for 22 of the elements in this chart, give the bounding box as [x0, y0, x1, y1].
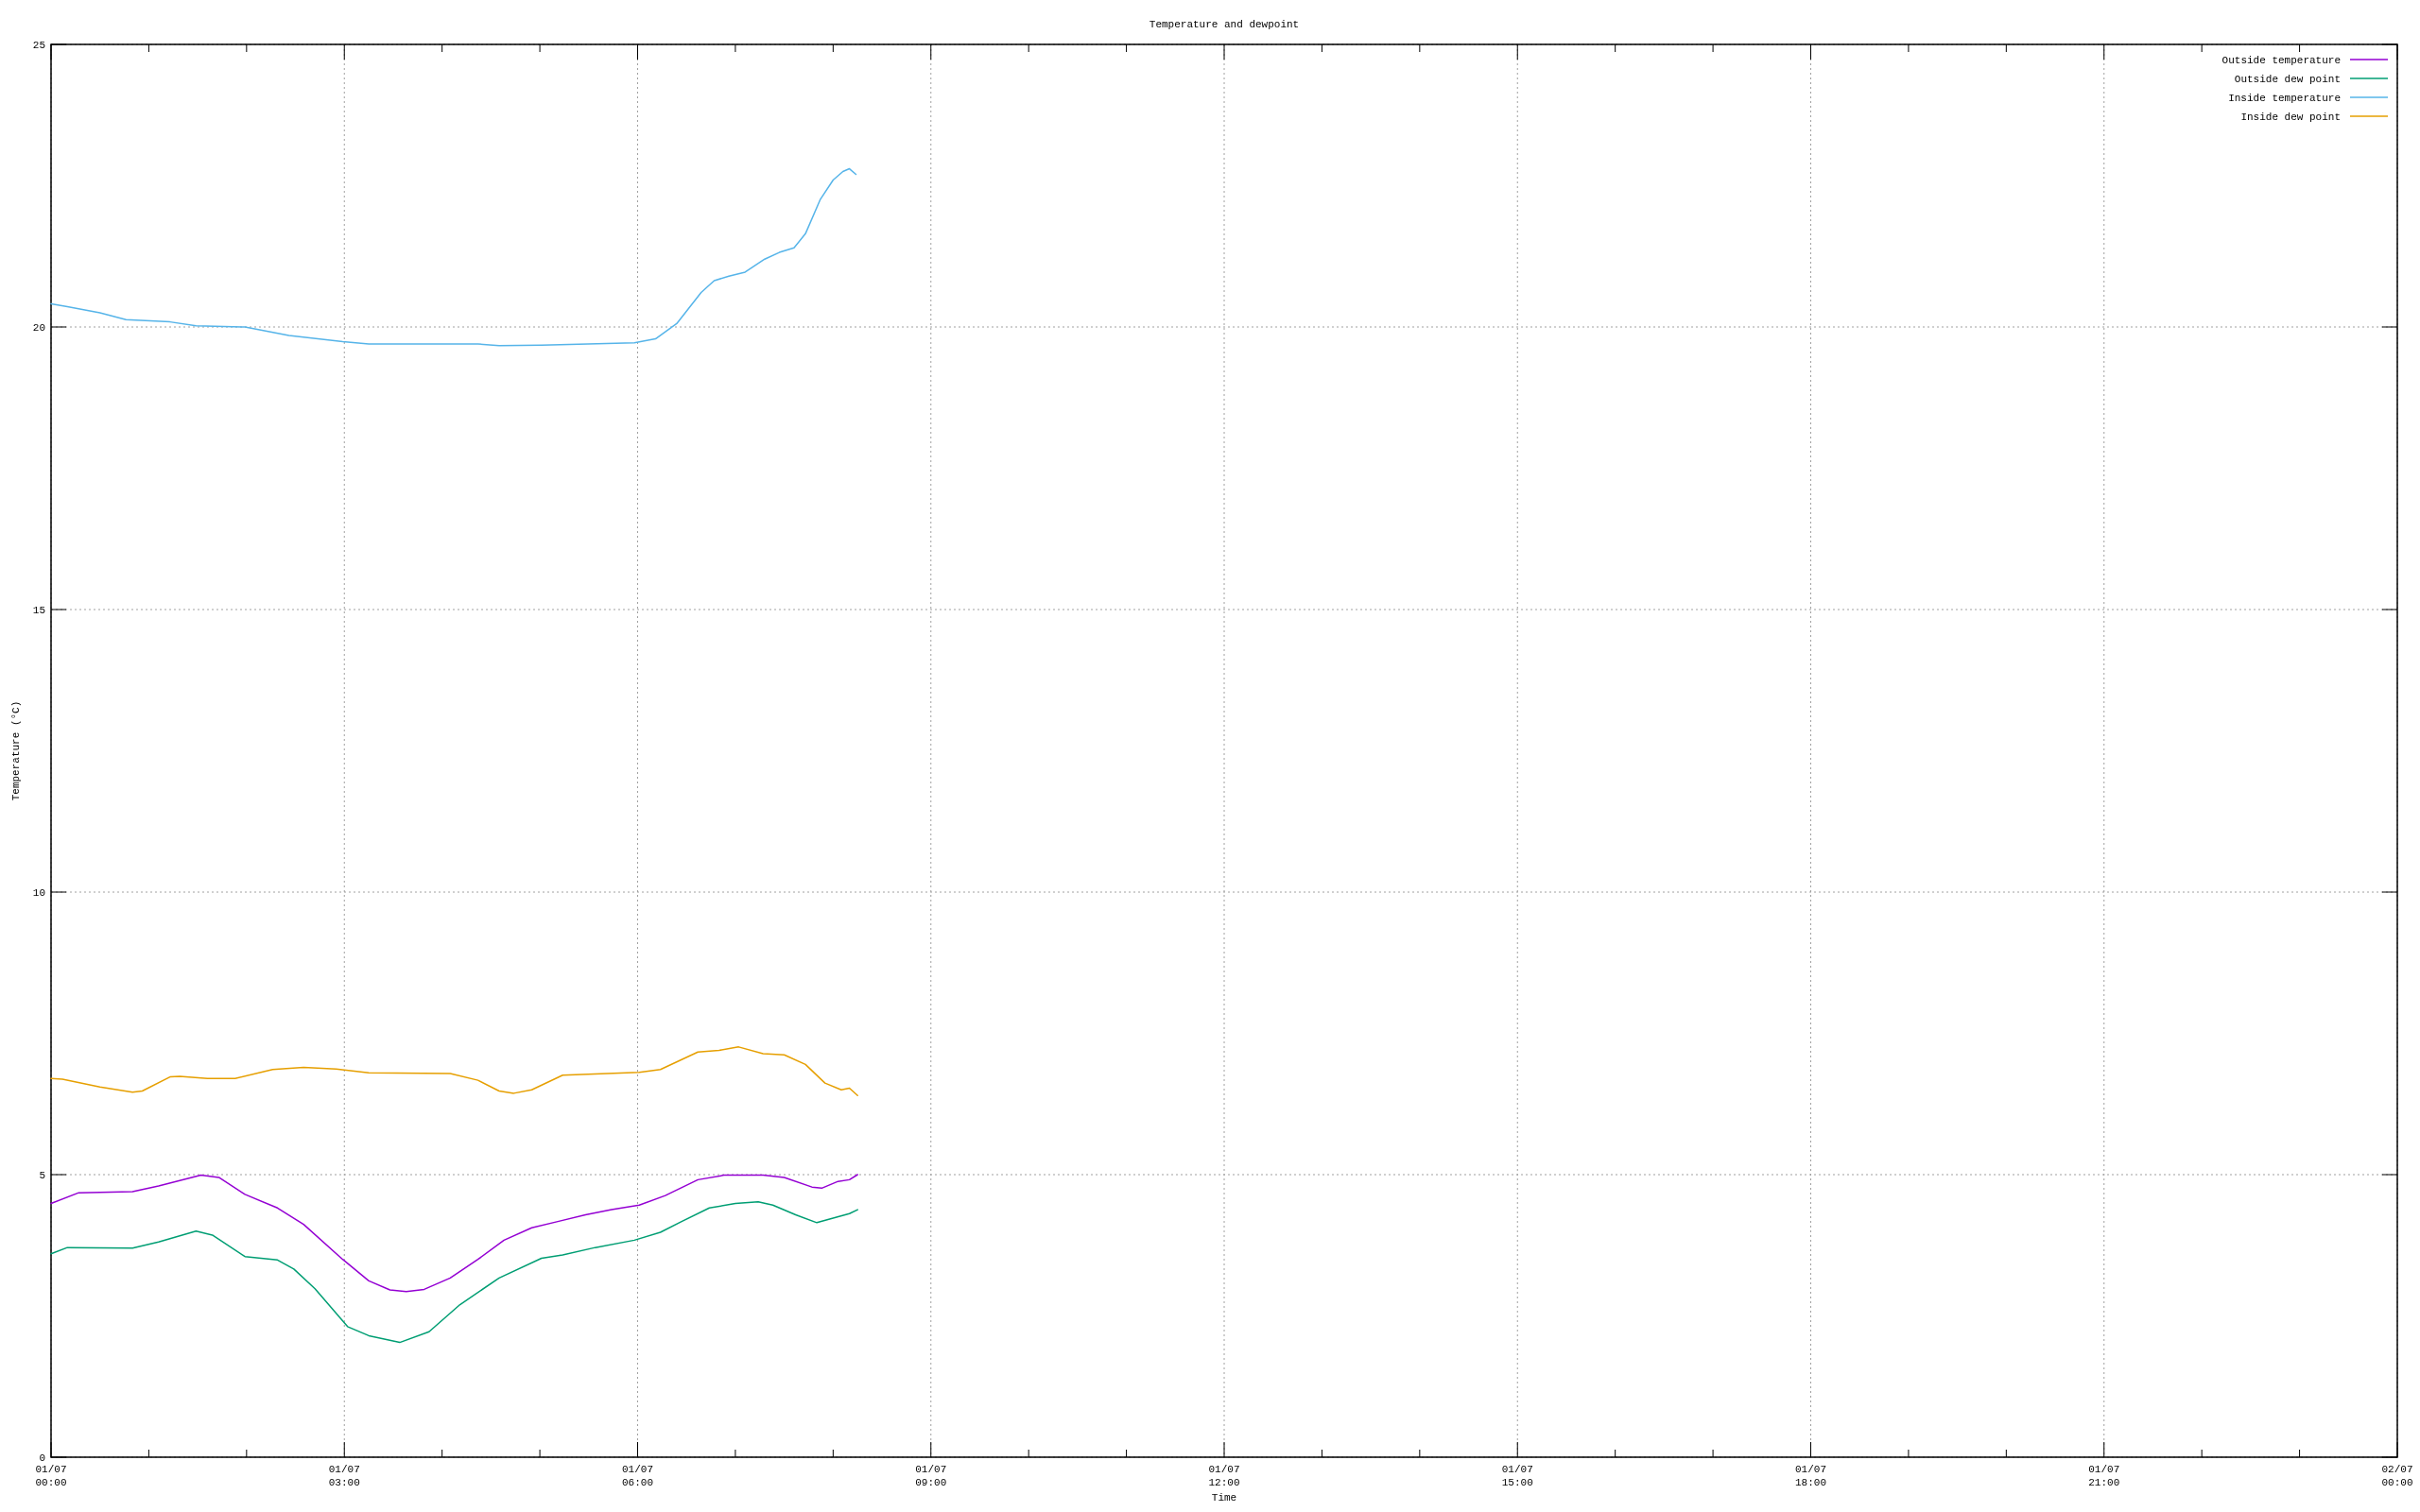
y-tick-label: 20 — [32, 322, 45, 334]
y-tick-label: 0 — [39, 1452, 45, 1464]
x-tick-label: 01/07 06:00 — [621, 1464, 654, 1488]
y-tick-label: 15 — [32, 605, 45, 616]
x-tick-label: 01/07 00:00 — [35, 1464, 67, 1488]
x-tick-label: 01/07 12:00 — [1208, 1464, 1240, 1488]
legend-label: Outside dew point — [2234, 74, 2341, 85]
x-tick-label: 01/07 03:00 — [328, 1464, 360, 1488]
x-axis-title: Time — [1211, 1492, 1237, 1503]
x-tick-label: 01/07 09:00 — [915, 1464, 947, 1488]
y-axis-title: Temperature (°C) — [10, 700, 22, 801]
legend-label: Inside temperature — [2228, 93, 2341, 104]
x-tick-label: 01/07 15:00 — [1501, 1464, 1533, 1488]
chart-title: Temperature and dewpoint — [1149, 19, 1300, 30]
y-tick-label: 5 — [39, 1170, 45, 1181]
x-tick-label: 01/07 18:00 — [1794, 1464, 1827, 1488]
y-tick-label: 25 — [32, 40, 45, 51]
legend-label: Inside dew point — [2240, 112, 2341, 123]
x-tick-label: 02/07 00:00 — [2381, 1464, 2413, 1488]
legend-label: Outside temperature — [2221, 55, 2341, 66]
x-tick-label: 01/07 21:00 — [2088, 1464, 2120, 1488]
y-tick-label: 10 — [32, 887, 45, 899]
